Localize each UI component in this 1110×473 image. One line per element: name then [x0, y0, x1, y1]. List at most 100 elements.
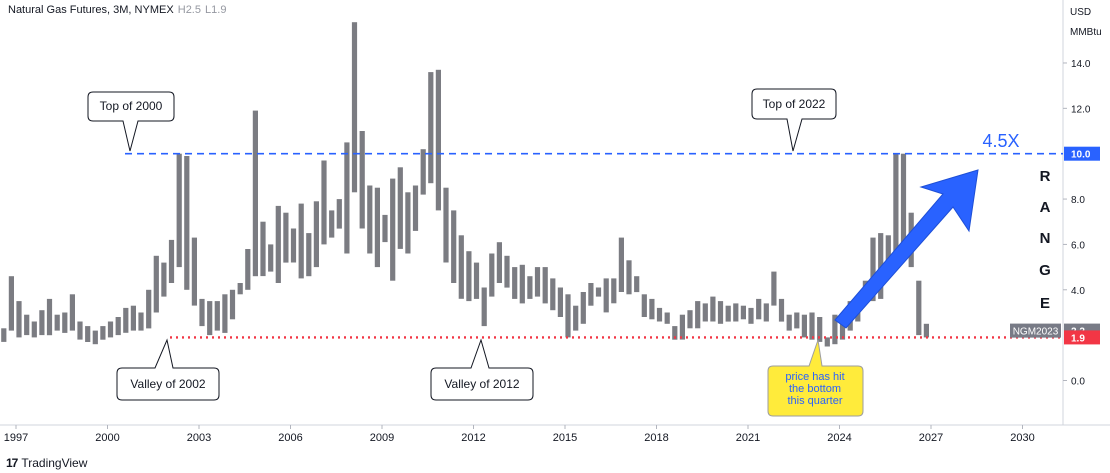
price-bar	[778, 298, 785, 322]
price-bar	[336, 199, 342, 229]
price-bar	[801, 314, 807, 338]
tradingview-logo-icon: 17	[6, 456, 18, 470]
price-bar	[268, 244, 274, 272]
chart-header: Natural Gas Futures, 3M, NYMEX H2.5 L1.9	[8, 4, 226, 16]
high-value: 2.5	[185, 4, 201, 16]
price-bar	[679, 314, 685, 340]
price-bar	[306, 233, 312, 277]
price-bar	[496, 242, 502, 283]
price-bar	[176, 153, 182, 268]
time-tick-label: 2015	[553, 432, 577, 444]
price-bar	[397, 167, 403, 249]
price-bar	[138, 312, 144, 331]
price-bar	[565, 294, 571, 338]
price-bar	[717, 301, 724, 324]
time-tick-label: 2000	[95, 432, 119, 444]
price-bar	[62, 312, 68, 333]
price-bar	[390, 178, 396, 281]
callout-valley-2002: Valley of 2002	[116, 338, 220, 401]
price-bar	[893, 153, 899, 256]
time-tick-label: 2021	[736, 432, 760, 444]
price-bar	[123, 307, 129, 333]
price-bar	[290, 228, 297, 263]
range-letter-g: G	[1039, 262, 1051, 279]
note-line-3: this quarter	[787, 395, 842, 407]
price-bar	[573, 305, 579, 331]
tradingview-brand-text: TradingView	[21, 456, 88, 470]
price-tick-label: 6.0	[1071, 240, 1085, 251]
price-bar	[839, 314, 846, 340]
price-bar	[832, 314, 838, 345]
multiplier-label: 4.5X	[982, 131, 1019, 151]
price-bar	[329, 210, 335, 238]
price-bar	[222, 294, 228, 333]
time-tick-label: 2012	[461, 432, 485, 444]
price-bar	[283, 212, 289, 263]
price-bar	[519, 264, 525, 304]
price-bar	[100, 326, 106, 340]
price-bar	[489, 253, 495, 297]
time-tick-label: 2027	[919, 432, 943, 444]
price-unit-usd: USD	[1070, 7, 1091, 18]
note-bottom-quarter: price has hit the bottom this quarter	[767, 339, 864, 417]
price-bar	[214, 301, 220, 331]
range-letters: R A N G E	[1039, 168, 1051, 312]
price-bar	[359, 131, 365, 229]
price-bar	[771, 271, 777, 306]
time-tick-label: 2030	[1010, 432, 1034, 444]
price-bar	[702, 303, 708, 322]
price-bar	[481, 287, 487, 327]
price-bar	[603, 278, 609, 313]
range-letter-a: A	[1040, 199, 1051, 216]
price-bar	[595, 287, 602, 297]
note-line-2: the bottom	[789, 383, 841, 395]
symbol-badge	[1010, 323, 1061, 338]
price-bar	[24, 314, 30, 336]
price-bar	[69, 294, 75, 331]
price-bar	[923, 323, 929, 338]
price-tick-label: 4.0	[1071, 286, 1085, 297]
price-bar	[725, 305, 731, 322]
price-bar	[641, 294, 647, 317]
price-bar	[245, 249, 251, 290]
price-bar	[382, 214, 388, 243]
price-bar	[580, 292, 586, 324]
price-bar	[374, 187, 380, 268]
callout-top-2000: Top of 2000	[87, 91, 175, 152]
price-tick-label: 8.0	[1071, 195, 1085, 206]
price-bar	[313, 201, 319, 268]
note-line-1: price has hit	[785, 371, 844, 383]
price-bar	[733, 303, 739, 322]
price-bar	[756, 298, 762, 320]
price-bar	[786, 314, 792, 331]
price-bars	[1, 22, 929, 347]
high-label: H	[177, 4, 186, 16]
price-bar	[534, 267, 541, 297]
price-bar	[367, 185, 373, 254]
symbol-badge-label: NGM2023	[1013, 327, 1059, 338]
time-tick-label: 1997	[4, 432, 28, 444]
price-bar	[740, 305, 746, 320]
range-letter-r: R	[1040, 168, 1051, 185]
time-tick-label: 2003	[187, 432, 211, 444]
price-bar	[916, 280, 922, 336]
chart-title: Natural Gas Futures, 3M, NYMEX	[8, 4, 174, 16]
price-bar	[687, 310, 693, 329]
tradingview-branding[interactable]: 17 TradingView	[6, 456, 87, 470]
price-bar	[412, 185, 419, 231]
price-bar	[54, 314, 60, 331]
price-bar	[275, 205, 281, 283]
price-bar	[85, 326, 91, 342]
low-value: 1.9	[211, 4, 227, 16]
price-bar	[527, 276, 533, 299]
price-bar	[618, 237, 624, 292]
price-bar	[237, 283, 243, 295]
price-bar	[435, 69, 441, 211]
price-bar	[321, 160, 327, 245]
price-bar	[130, 305, 136, 331]
upward-arrow	[834, 169, 979, 329]
price-bar	[298, 203, 304, 279]
price-bar	[900, 153, 907, 261]
price-bar	[809, 312, 815, 340]
